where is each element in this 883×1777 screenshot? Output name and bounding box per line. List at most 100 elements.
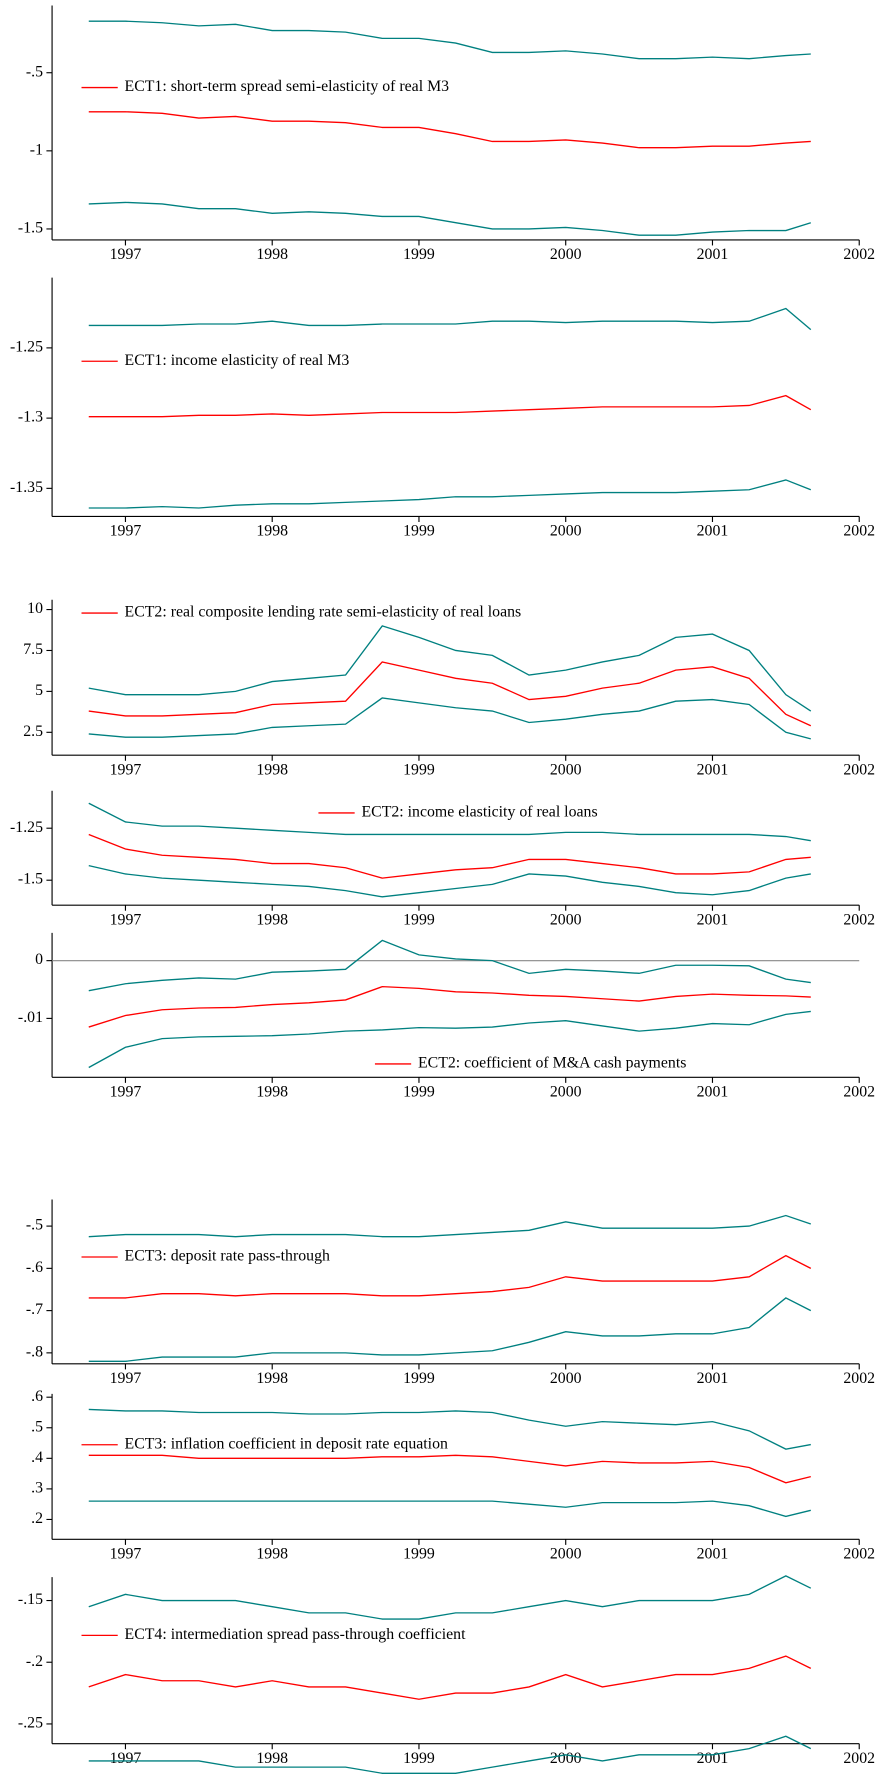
x-tick-label: 2001 [697,246,729,263]
x-tick-label: 2001 [697,523,729,540]
x-tick-label: 1997 [110,246,142,263]
y-tick-label: -.5 [26,63,43,80]
series-line [88,1254,812,1299]
y-tick-label: 10 [27,600,43,617]
y-tick-label: -.6 [26,1259,43,1276]
series-line [88,802,811,842]
series-line [88,201,812,236]
series-line [88,833,811,879]
x-tick-label: 2001 [697,1546,729,1563]
x-tick-label: 1998 [256,761,288,778]
x-tick-label: 1998 [256,246,288,263]
series-line [88,1214,812,1238]
y-tick-label: 5 [35,682,43,699]
x-tick-label: 2000 [550,1084,582,1101]
x-tick-label: 2000 [550,523,582,540]
y-tick-label: -.15 [18,1591,43,1608]
series-line [88,1735,812,1774]
legend-label: ECT1: income elasticity of real M3 [125,352,350,369]
y-tick-label: 2.5 [23,723,43,740]
legend-label: ECT3: deposit rate pass-through [125,1248,331,1265]
x-tick-label: 1997 [110,1370,142,1387]
x-tick-label: 2001 [697,1370,729,1387]
y-tick-label: .4 [31,1449,43,1466]
series-line [88,1500,811,1518]
y-tick-label: 7.5 [23,641,43,658]
x-tick-label: 2002 [843,1750,875,1767]
series-line [88,1010,811,1069]
legend-label: ECT2: real composite lending rate semi-e… [125,604,522,621]
series-line [88,20,811,60]
x-tick-label: 1997 [110,761,142,778]
x-tick-label: 2002 [843,1546,875,1563]
x-tick-label: 2002 [843,246,875,263]
y-tick-label: .2 [31,1510,43,1527]
y-tick-label: -.7 [26,1301,43,1318]
x-tick-label: 1999 [403,1370,435,1387]
x-tick-label: 1997 [110,911,142,928]
series-line [88,394,812,418]
x-tick-label: 2001 [697,911,729,928]
x-tick-label: 2002 [843,1084,875,1101]
y-tick-label: -.01 [18,1009,43,1026]
x-tick-label: 1999 [403,1546,435,1563]
x-tick-label: 2000 [550,1546,582,1563]
x-tick-label: 1998 [256,1546,288,1563]
y-tick-label: -1.5 [18,871,43,888]
y-tick-label: .6 [31,1388,43,1405]
y-tick-label: -.25 [18,1715,43,1732]
x-tick-label: 1999 [403,761,435,778]
x-tick-label: 1997 [110,523,142,540]
series-line [88,939,811,992]
series-line [88,111,811,149]
x-tick-label: 1998 [256,1750,288,1767]
y-tick-label: .3 [31,1480,43,1497]
series-line [88,864,811,898]
series-line [88,479,812,509]
x-tick-label: 1998 [256,911,288,928]
x-tick-label: 2000 [550,1750,582,1767]
series-line [88,1454,811,1484]
x-tick-label: 1997 [110,1750,142,1767]
x-tick-label: 2000 [550,246,582,263]
x-tick-label: 1997 [110,1084,142,1101]
x-tick-label: 1999 [403,1084,435,1101]
series-line [88,1408,811,1450]
series-line [88,307,812,331]
legend-label: ECT3: inflation coefficient in deposit r… [125,1435,449,1452]
x-tick-label: 1999 [403,246,435,263]
y-tick-label: -1 [30,142,43,159]
y-tick-label: .5 [31,1418,43,1435]
y-tick-label: -1.25 [10,339,43,356]
x-tick-label: 2002 [843,1370,875,1387]
legend-label: ECT2: coefficient of M&A cash payments [418,1055,686,1072]
x-tick-label: 1998 [256,523,288,540]
legend-label: ECT1: short-term spread semi-elasticity … [125,78,450,95]
x-tick-label: 2001 [697,761,729,778]
series-line [88,625,812,712]
x-tick-label: 1998 [256,1084,288,1101]
x-tick-label: 1999 [403,911,435,928]
series-line [88,985,811,1028]
series-line [88,1655,812,1700]
x-tick-label: 1999 [403,1750,435,1767]
x-tick-label: 2002 [843,523,875,540]
x-tick-label: 1997 [110,1546,142,1563]
series-line [88,1575,812,1620]
y-tick-label: -1.25 [10,819,43,836]
x-tick-label: 1998 [256,1370,288,1387]
y-tick-label: -.2 [26,1653,43,1670]
x-tick-label: 2002 [843,761,875,778]
y-tick-label: -1.3 [18,409,43,426]
y-tick-label: -.8 [26,1344,43,1361]
x-tick-label: 2000 [550,761,582,778]
x-tick-label: 1999 [403,523,435,540]
legend-label: ECT2: income elasticity of real loans [361,804,597,821]
x-tick-label: 2002 [843,911,875,928]
x-tick-label: 2000 [550,911,582,928]
x-tick-label: 2001 [697,1084,729,1101]
y-tick-label: -1.5 [18,220,43,237]
y-tick-label: -.5 [26,1217,43,1234]
legend-label: ECT4: intermediation spread pass-through… [125,1626,467,1643]
